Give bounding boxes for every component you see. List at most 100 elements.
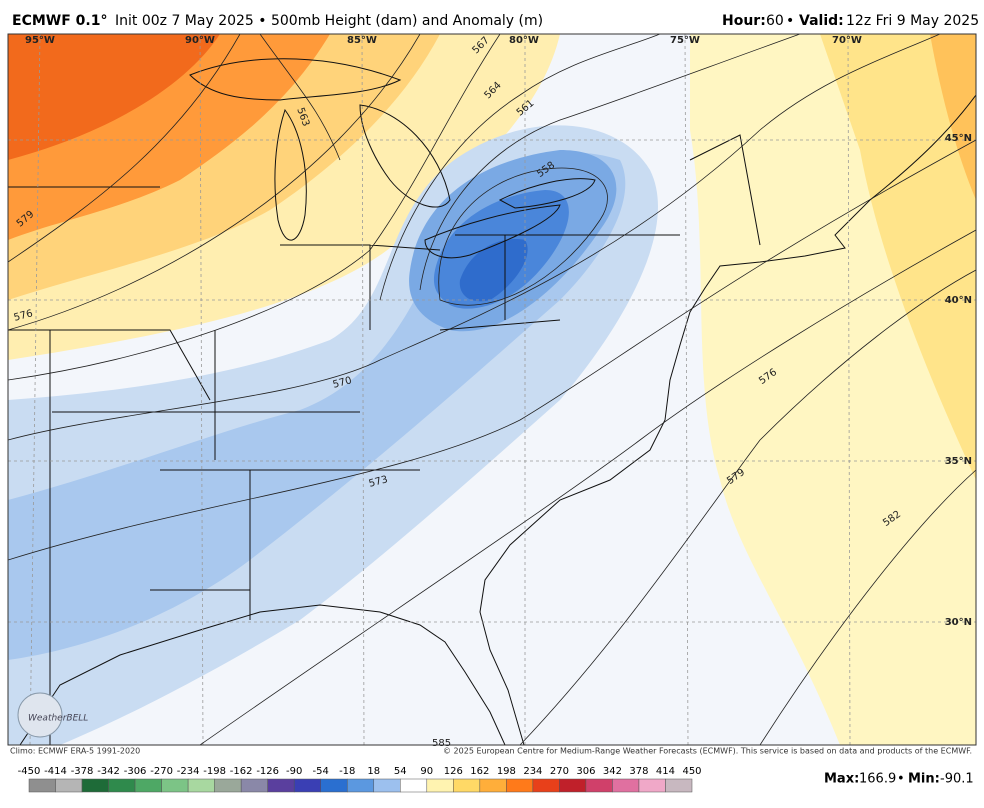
contours (8, 34, 976, 745)
colorbar-label: -126 (256, 766, 279, 777)
colorbar-label: 198 (497, 766, 516, 777)
contour (379, 34, 661, 301)
lake (359, 104, 451, 208)
colorbar-bin (559, 778, 587, 793)
colorbar-bin (346, 778, 375, 793)
colorbar-label: -162 (230, 766, 253, 777)
colorbar-label: 270 (550, 766, 569, 777)
lake (274, 108, 307, 241)
contour-label: 570 (332, 375, 353, 391)
contour (419, 34, 801, 291)
lat-label: 35°N (945, 456, 972, 467)
contour (8, 34, 941, 441)
colorbar-label: 450 (682, 766, 701, 777)
colorbar-bin (585, 778, 613, 793)
coastline (19, 604, 506, 745)
min: -90.1 (940, 772, 974, 787)
colorbar-label: -54 (313, 766, 329, 777)
coastline (479, 94, 976, 745)
colorbar-label: 306 (576, 766, 595, 777)
colorbar-label: -378 (71, 766, 94, 777)
lake (189, 58, 402, 101)
lake (424, 204, 561, 259)
colorbar-label: 414 (656, 766, 675, 777)
contour (8, 34, 501, 381)
logo: WeatherBELL (28, 714, 88, 724)
separator: • (897, 772, 905, 787)
contour (8, 34, 241, 263)
contour (759, 469, 976, 745)
anomaly-warm (820, 34, 976, 480)
title: Init 00z 7 May 2025 • 500mb Height (dam)… (115, 13, 543, 29)
logo-mark (17, 692, 63, 738)
colorbar-bin (293, 778, 321, 793)
colorbar-bin (665, 778, 693, 793)
border (8, 134, 761, 745)
geography (8, 58, 976, 745)
anomaly-cold (459, 239, 528, 302)
contour (259, 34, 341, 161)
colorbar-bin (134, 778, 162, 793)
colorbar-label: 378 (629, 766, 648, 777)
colorbar-label: 342 (603, 766, 622, 777)
colorbar-label: -414 (44, 766, 67, 777)
colorbar-bin (28, 778, 56, 793)
lon-label: 95°W (25, 35, 55, 46)
grid-line (8, 34, 976, 745)
colorbar-bin (638, 778, 666, 793)
colorbar: -450 -414 -378 -342 -306 -270 -234 -198 -162 -126… (18, 766, 702, 793)
colorbar-bin (426, 778, 454, 793)
colorbar-bin (532, 778, 560, 793)
valid: 12z Fri 9 May 2025 (846, 13, 979, 29)
model: ECMWF 0.1° (12, 13, 107, 29)
lake (498, 178, 596, 209)
map: 95°W 90°W 85°W 80°W 75°W 70°W 45°N 40°N … (7, 33, 977, 749)
colorbar-label: 54 (394, 766, 407, 777)
colorbar-bin (267, 778, 295, 793)
min-label: Min: (908, 772, 940, 787)
colorbar-label: 18 (367, 766, 380, 777)
colorbar-bin (187, 778, 215, 793)
max: 166.9 (859, 772, 896, 787)
contour-label: 573 (368, 474, 389, 490)
anomaly-warm (930, 34, 976, 200)
anomaly-warm (8, 34, 220, 160)
colorbar-label: -18 (339, 766, 355, 777)
colorbar-bin (214, 778, 242, 793)
colorbar-label: -306 (124, 766, 147, 777)
colorbar-bin (240, 778, 268, 793)
colorbar-bin (55, 778, 83, 793)
colorbar-bin (453, 778, 481, 793)
contour (8, 139, 976, 561)
separator: • (786, 13, 794, 29)
colorbar-label: 234 (523, 766, 542, 777)
contour-label: 585 (432, 738, 451, 749)
hour-label: Hour: (722, 13, 766, 29)
lon-label: 70°W (832, 35, 862, 46)
colorbar-bin (81, 778, 109, 793)
lon-label: 80°W (509, 35, 539, 46)
colorbar-label: -234 (177, 766, 200, 777)
colorbar-label: -198 (203, 766, 226, 777)
lat-label: 45°N (945, 133, 972, 144)
contour (199, 229, 976, 745)
colorbar-label: -90 (286, 766, 302, 777)
colorbar-bin (320, 778, 348, 793)
lon-label: 85°W (347, 35, 377, 46)
max-label: Max: (824, 772, 859, 787)
colorbar-bin (400, 778, 428, 793)
colorbar-label: -270 (150, 766, 173, 777)
colorbar-bin (161, 778, 189, 793)
climo: Climo: ECMWF ERA-5 1991-2020 (10, 747, 140, 756)
colorbar-bin (108, 778, 136, 793)
lat-label: 40°N (945, 295, 972, 306)
colorbar-bin (479, 778, 507, 793)
colorbar-bin (373, 778, 401, 793)
colorbar-label: 90 (420, 766, 433, 777)
colorbar-label: -450 (18, 766, 41, 777)
colorbar-label: 162 (470, 766, 489, 777)
colorbar-label: -342 (97, 766, 120, 777)
colorbar-label: 126 (444, 766, 463, 777)
lat-label: 30°N (945, 617, 972, 628)
